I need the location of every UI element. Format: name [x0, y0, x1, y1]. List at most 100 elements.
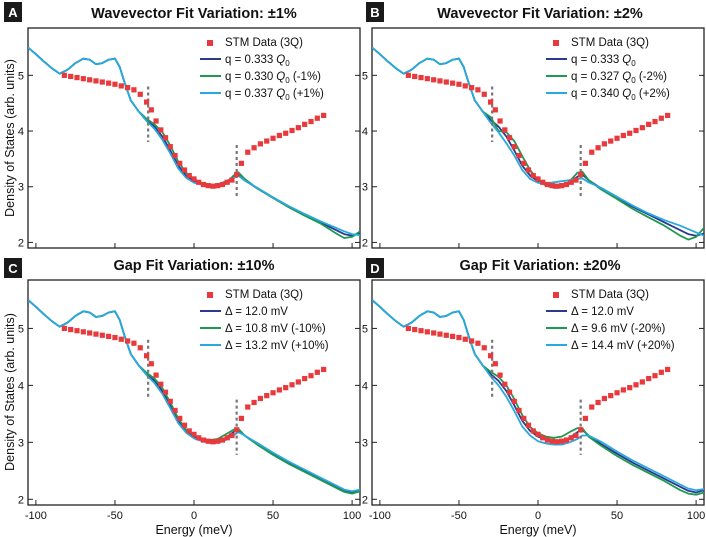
panel-badge	[4, 258, 22, 278]
stm-data-point	[469, 84, 475, 91]
stm-data-point	[112, 81, 118, 87]
stm-data-point	[153, 118, 159, 124]
stm-data-point	[321, 112, 327, 119]
series-line-3	[372, 46, 704, 237]
stm-data-point	[177, 160, 183, 166]
stm-data-point	[245, 404, 251, 410]
stm-data-point	[521, 415, 527, 422]
legend-marker	[207, 292, 213, 298]
stm-data-point	[497, 372, 503, 378]
stm-data-point	[205, 438, 211, 444]
legend: STM Data (3Q) Δ = 12.0 mV Δ = 10.8 mV (-10…	[200, 289, 329, 352]
stm-data-point	[418, 74, 424, 81]
stm-data-point	[469, 338, 475, 344]
stm-data-point	[525, 422, 532, 428]
stm-data-point	[497, 118, 503, 124]
panel-title: Wavevector Fit Variation: ±1%	[91, 6, 297, 22]
stm-data-point	[137, 91, 143, 97]
stm-data-point	[200, 181, 207, 188]
stm-data-point	[559, 183, 565, 189]
legend-label: q = 0.333 Q0	[225, 54, 290, 68]
stm-data-point	[270, 390, 276, 396]
stm-data-point	[219, 437, 226, 443]
stm-data-point	[224, 435, 230, 441]
panel-badge-label: B	[370, 5, 379, 20]
stm-data-point	[601, 141, 607, 147]
stm-data-point	[80, 76, 86, 82]
stm-data-point	[143, 353, 150, 359]
stm-data-point	[573, 432, 579, 439]
stm-data-point	[131, 340, 137, 346]
stm-data-point	[554, 439, 560, 445]
stm-data-point	[215, 183, 221, 189]
stm-data-point	[118, 83, 124, 89]
stm-data-point	[530, 428, 536, 434]
y-tick-label: 2	[362, 237, 368, 249]
stm-data-point	[229, 177, 235, 183]
stm-data-point	[196, 179, 202, 185]
stm-data-point	[487, 353, 494, 359]
legend-label: q = 0.330 Q0 (-1%)	[225, 71, 321, 85]
stm-data-point	[450, 80, 456, 86]
stm-data-point	[646, 121, 652, 127]
legend-label: Δ = 12.0 mV	[225, 306, 288, 318]
stm-data-point	[614, 135, 620, 141]
y-tick-label: 4	[18, 380, 24, 392]
stm-data-point	[475, 340, 481, 346]
panel-title: Wavevector Fit Variation: ±2%	[437, 6, 643, 22]
stm-data-point	[554, 183, 560, 189]
stm-data-point	[563, 437, 570, 443]
x-tick-label: 100	[343, 510, 361, 522]
plot-area	[372, 299, 704, 496]
legend-marker	[553, 292, 559, 298]
stm-data-point	[620, 387, 626, 393]
stm-data-point	[549, 183, 555, 189]
stm-data-point	[112, 334, 118, 341]
stm-data-point	[652, 373, 658, 379]
stm-data-point	[283, 385, 289, 391]
stm-data-point	[511, 144, 517, 150]
stm-data-point	[167, 144, 173, 150]
stm-data-point	[502, 127, 508, 133]
stm-data-point	[511, 398, 517, 404]
stm-data-point	[302, 121, 308, 127]
stm-data-point	[620, 132, 626, 139]
stm-data-point	[535, 431, 541, 437]
x-tick-label: 0	[535, 510, 541, 522]
stm-data-point	[93, 78, 99, 84]
legend-label: q = 0.340 Q0 (+2%)	[571, 88, 670, 102]
stm-data-point	[74, 328, 80, 334]
legend-label: Δ = 13.2 mV (+10%)	[225, 340, 329, 352]
stm-data-point	[125, 338, 131, 344]
y-tick-label: 5	[362, 70, 368, 82]
stm-data-point	[424, 76, 430, 82]
stm-data-point	[162, 389, 169, 395]
x-tick-label: 100	[687, 510, 705, 522]
stm-data-point	[99, 79, 105, 85]
legend-label: Δ = 14.4 mV (+20%)	[571, 340, 675, 352]
stm-data-point	[568, 179, 574, 185]
stm-data-point	[234, 427, 240, 433]
legend-label: STM Data (3Q)	[225, 289, 303, 301]
stm-data-point	[68, 73, 74, 80]
stm-data-point	[106, 80, 112, 86]
stm-data-point	[544, 437, 551, 443]
x-tick-label: 50	[267, 510, 279, 522]
stm-data-point	[314, 115, 320, 121]
stm-data-point	[443, 332, 449, 338]
stm-data-point	[608, 138, 614, 144]
stm-data-point	[106, 333, 112, 339]
stm-data-point	[264, 393, 270, 399]
stm-data-point	[665, 112, 671, 119]
stm-data-point	[148, 107, 154, 113]
stm-data-point	[61, 325, 67, 332]
y-tick-label: 2	[18, 237, 24, 249]
stm-data-point	[229, 432, 235, 439]
x-tick-label: -100	[25, 510, 47, 522]
stm-data-point	[118, 336, 124, 342]
stm-data-point	[295, 125, 301, 131]
panel-badge-label: C	[8, 261, 18, 276]
legend-label: Δ = 12.0 mV	[571, 306, 634, 318]
stm-data-point	[302, 375, 308, 382]
stm-data-point	[321, 366, 327, 373]
